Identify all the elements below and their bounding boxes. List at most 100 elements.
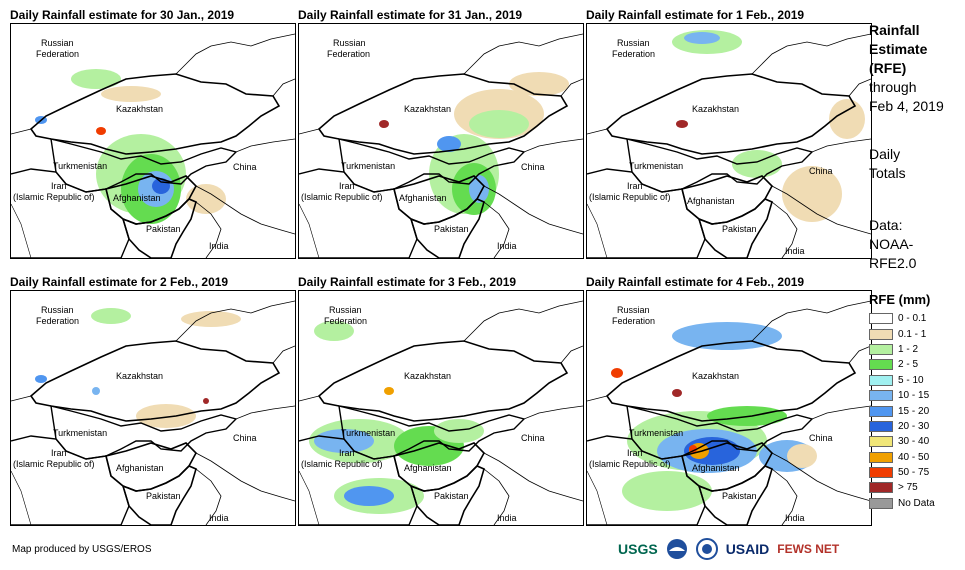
svg-text:India: India — [497, 513, 517, 523]
legend-swatch — [869, 313, 893, 325]
legend-label: 20 - 30 — [898, 420, 930, 432]
daily-totals-label: Daily Totals — [869, 146, 906, 181]
legend-item: 15 - 20 — [869, 403, 935, 418]
svg-text:Turkmenistan: Turkmenistan — [53, 161, 107, 171]
svg-text:Iran: Iran — [627, 448, 643, 458]
svg-text:China: China — [809, 166, 833, 176]
svg-text:China: China — [521, 433, 545, 443]
svg-text:Afghanistan: Afghanistan — [116, 463, 164, 473]
svg-text:(Islamic Republic of): (Islamic Republic of) — [301, 192, 383, 202]
panel-title: Daily Rainfall estimate for 3 Feb., 2019 — [298, 275, 517, 289]
legend-label: No Data — [898, 497, 935, 509]
svg-text:Russian: Russian — [329, 305, 362, 315]
title-line: Rainfall — [869, 22, 920, 38]
noaa-logo-icon — [666, 539, 687, 559]
svg-text:Afghanistan: Afghanistan — [399, 193, 447, 203]
svg-text:Pakistan: Pakistan — [146, 224, 181, 234]
svg-text:China: China — [809, 433, 833, 443]
legend-title: RFE (mm) — [869, 292, 931, 307]
rainfall-map: Russian Federation Kazakhstan Turkmenist… — [10, 290, 296, 526]
legend-swatch — [869, 451, 893, 463]
svg-text:Kazakhstan: Kazakhstan — [404, 104, 451, 114]
svg-text:Federation: Federation — [324, 316, 367, 326]
svg-text:Kazakhstan: Kazakhstan — [692, 104, 739, 114]
legend-label: > 75 — [898, 482, 918, 494]
svg-text:Iran: Iran — [339, 448, 355, 458]
rainfall-overlay — [35, 308, 241, 428]
legend-item: 2 - 5 — [869, 357, 935, 372]
legend-swatch — [869, 482, 893, 494]
legend-item: 20 - 30 — [869, 419, 935, 434]
rainfall-map: Russian Federation Kazakhstan Turkmenist… — [298, 23, 584, 259]
svg-text:Iran: Iran — [51, 181, 67, 191]
panel-title: Daily Rainfall estimate for 4 Feb., 2019 — [586, 275, 805, 289]
svg-text:Afghanistan: Afghanistan — [404, 463, 452, 473]
svg-text:Turkmenistan: Turkmenistan — [341, 161, 395, 171]
legend-item: 10 - 15 — [869, 388, 935, 403]
svg-text:Russian: Russian — [617, 38, 650, 48]
svg-text:Federation: Federation — [36, 316, 79, 326]
rainfall-map: Russian Federation Kazakhstan Turkmenist… — [586, 290, 872, 526]
doc-logo-icon — [695, 538, 718, 560]
rainfall-map: Russian Federation Kazakhstan Turkmenist… — [586, 23, 872, 259]
legend-item: 30 - 40 — [869, 434, 935, 449]
svg-text:(Islamic Republic of): (Islamic Republic of) — [13, 459, 95, 469]
svg-text:Kazakhstan: Kazakhstan — [404, 371, 451, 381]
legend-swatch — [869, 374, 893, 386]
usgs-logo: USGS — [618, 541, 658, 557]
svg-text:Pakistan: Pakistan — [434, 224, 469, 234]
svg-text:India: India — [785, 246, 805, 256]
legend-label: 10 - 15 — [898, 390, 930, 402]
rainfall-overlay — [611, 322, 817, 511]
title-line: Estimate — [869, 41, 928, 57]
svg-text:India: India — [209, 513, 229, 523]
svg-text:Kazakhstan: Kazakhstan — [116, 104, 163, 114]
legend-item: 40 - 50 — [869, 450, 935, 465]
svg-text:(Islamic Republic of): (Islamic Republic of) — [301, 459, 383, 469]
data-source-label: Data: NOAA- RFE2.0 — [869, 217, 917, 271]
svg-text:India: India — [785, 513, 805, 523]
legend-label: 40 - 50 — [898, 451, 930, 463]
legend-label: 5 - 10 — [898, 374, 924, 386]
legend-item: 50 - 75 — [869, 465, 935, 480]
legend-swatch — [869, 405, 893, 417]
svg-text:Afghanistan: Afghanistan — [692, 463, 740, 473]
legend-label: 0 - 0.1 — [898, 313, 927, 325]
through-date: Feb 4, 2019 — [869, 98, 944, 114]
legend-label: 1 - 2 — [898, 343, 919, 355]
rainfall-overlay — [379, 72, 569, 215]
rfe-legend: RFE (mm) 0 - 0.1 0.1 - 1 1 - 2 2 - 5 5 - 10 1… — [869, 292, 935, 511]
svg-text:Pakistan: Pakistan — [434, 491, 469, 501]
svg-text:Turkmenistan: Turkmenistan — [53, 428, 107, 438]
legend-swatch — [869, 359, 893, 371]
svg-text:Pakistan: Pakistan — [722, 491, 757, 501]
svg-text:Russian: Russian — [41, 38, 74, 48]
rainfall-map: Russian Federation Kazakhstan Turkmenist… — [10, 23, 296, 259]
panel-title: Daily Rainfall estimate for 1 Feb., 2019 — [586, 8, 805, 22]
rainfall-overlay — [309, 321, 484, 514]
legend-item: 5 - 10 — [869, 373, 935, 388]
svg-text:Federation: Federation — [612, 49, 655, 59]
legend-item: No Data — [869, 496, 935, 511]
svg-text:Iran: Iran — [627, 181, 643, 191]
svg-text:China: China — [233, 433, 257, 443]
fewsnet-logo: FEWS NET — [777, 542, 840, 556]
rainfall-map: Russian Federation Kazakhstan Turkmenist… — [298, 290, 584, 526]
svg-text:China: China — [521, 162, 545, 172]
svg-text:India: India — [209, 241, 229, 251]
legend-item: > 75 — [869, 480, 935, 495]
svg-text:Afghanistan: Afghanistan — [113, 193, 161, 203]
svg-text:(Islamic Republic of): (Islamic Republic of) — [589, 459, 671, 469]
through-label: through — [869, 79, 917, 95]
legend-label: 2 - 5 — [898, 359, 919, 371]
side-title: Rainfall Estimate (RFE) through Feb 4, 2… — [869, 21, 944, 116]
credit-text: Map produced by USGS/EROS — [12, 544, 152, 555]
legend-label: 50 - 75 — [898, 467, 930, 479]
svg-text:Pakistan: Pakistan — [146, 491, 181, 501]
svg-text:Iran: Iran — [51, 448, 67, 458]
svg-text:Kazakhstan: Kazakhstan — [692, 371, 739, 381]
svg-text:Federation: Federation — [612, 316, 655, 326]
svg-text:China: China — [233, 162, 257, 172]
svg-text:Russian: Russian — [41, 305, 74, 315]
svg-text:Federation: Federation — [327, 49, 370, 59]
